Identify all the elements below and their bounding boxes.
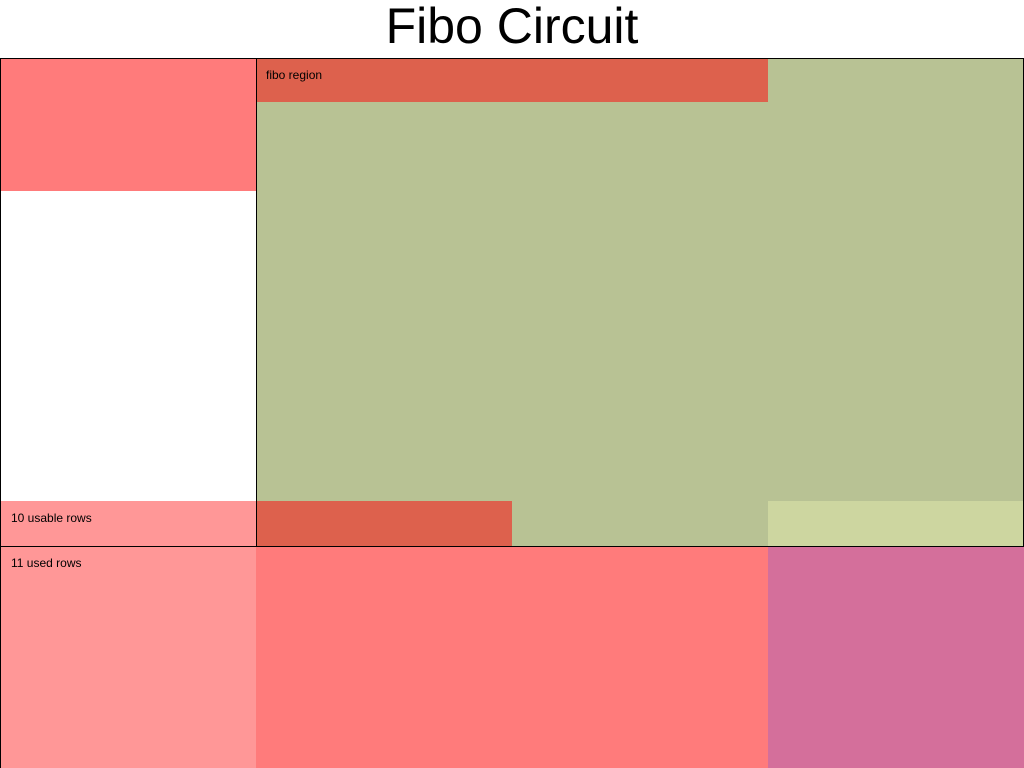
rows-divider-line [0, 546, 1024, 547]
left-border-line [0, 58, 1, 768]
usable-rows-band [0, 501, 256, 546]
fibo-region-area [256, 58, 1024, 546]
usable-rows-label: 10 usable rows [11, 511, 92, 525]
diagram-title: Fibo Circuit [385, 0, 639, 54]
fibo-region-label: fibo region [266, 68, 323, 82]
used-rows-magenta-cell [768, 546, 1024, 768]
used-rows-red-cell [256, 546, 768, 768]
usable-rows-light-green-cell [768, 501, 1024, 546]
top-border-line [0, 58, 1024, 59]
red-cell-top-left [0, 58, 256, 191]
usable-rows-red-cell [256, 501, 512, 546]
region-divider-line [256, 58, 257, 546]
used-rows-band [0, 546, 256, 768]
fibo-region-header [256, 58, 768, 102]
used-rows-label: 11 used rows [11, 556, 82, 570]
